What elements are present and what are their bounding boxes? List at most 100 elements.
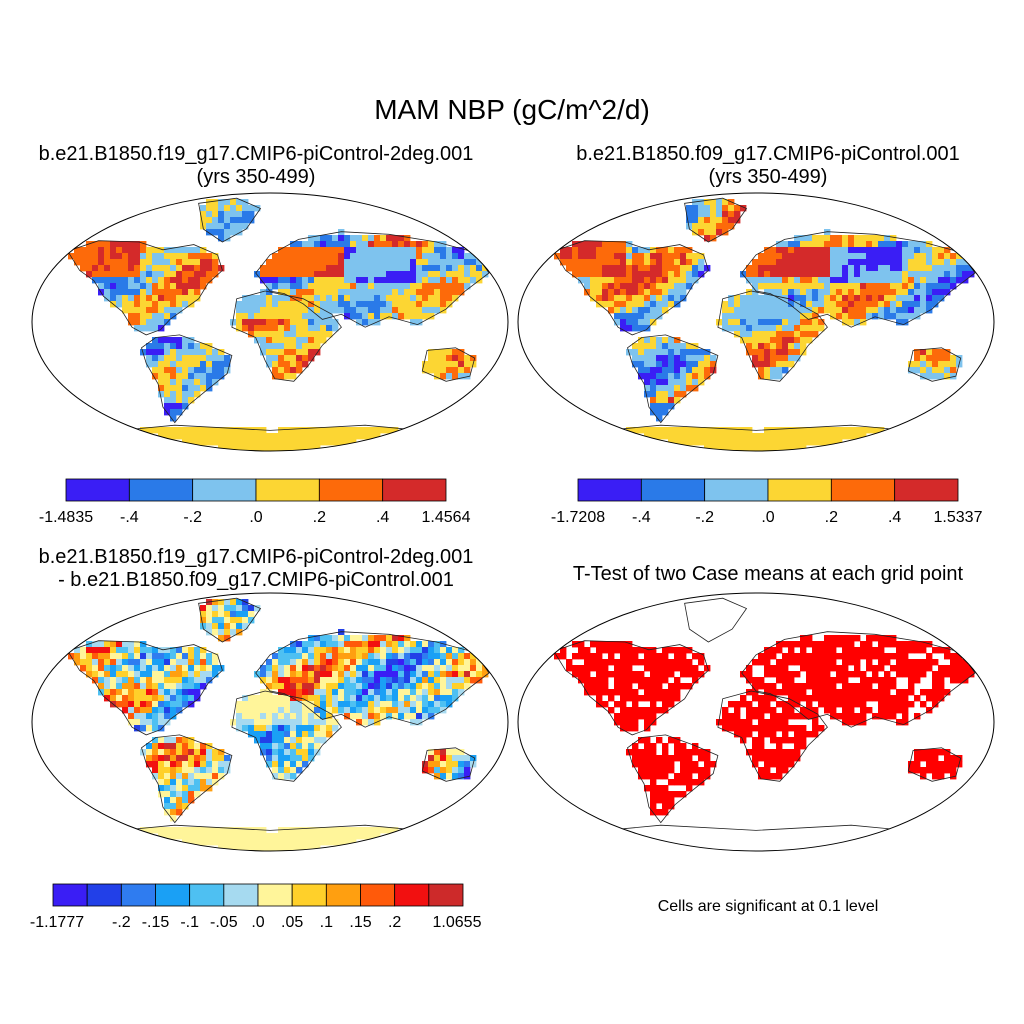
coastline-south-america (627, 734, 719, 824)
colorbar-tick-label: .2 (388, 914, 401, 931)
colorbar-swatch (394, 883, 430, 907)
grid-cells (554, 635, 975, 816)
map-panel-2 (517, 192, 995, 452)
colorbar-tick-label: -.2 (112, 914, 131, 931)
colorbar-swatch (257, 883, 293, 907)
colorbar-tick-label: -1.1777 (30, 914, 84, 931)
colorbar-tick-label: -.2 (183, 509, 202, 526)
coastline-south-america (627, 334, 719, 424)
colorbar-swatch (192, 478, 257, 502)
coastline-greenland (198, 597, 262, 643)
coastline-eurasia (255, 631, 490, 728)
colorbar-swatch (155, 883, 191, 907)
map-panel-4 (517, 592, 995, 852)
coastline-eurasia (255, 231, 490, 328)
coastline-australia (421, 747, 476, 782)
coastline-north-america (553, 640, 709, 736)
coastline-africa (231, 290, 342, 382)
coastline-australia (907, 347, 962, 382)
colorbar-swatch (128, 478, 194, 502)
colorbar-swatch (223, 883, 259, 907)
coastline-australia (907, 747, 962, 782)
colorbar-tick-label: -1.7208 (551, 509, 605, 526)
map-frame (31, 592, 509, 852)
coastline-north-america (67, 240, 223, 336)
colorbar-tick-label: .4 (888, 509, 901, 526)
colorbar-tick-label: -.2 (695, 509, 714, 526)
panel-1-title-line1: b.e21.B1850.f19_g17.CMIP6-piControl-2deg… (38, 143, 474, 165)
colorbar-swatch (255, 478, 320, 502)
coastline-africa (717, 690, 828, 782)
colorbar-tick-label: .2 (313, 509, 326, 526)
colorbar-tick-label: .0 (249, 509, 262, 526)
panel-4-title: T-Test of two Case means at each grid po… (572, 563, 964, 585)
map-frame (31, 192, 509, 452)
panel-1-title: b.e21.B1850.f19_g17.CMIP6-piControl-2deg… (0, 143, 512, 189)
ocean-background (518, 593, 994, 851)
grid-cells (68, 599, 489, 851)
colorbar-swatch (830, 478, 896, 502)
colorbar-swatch (325, 883, 361, 907)
colorbar-swatch (318, 478, 384, 502)
colorbar-tick-label: .0 (761, 509, 774, 526)
panel-3-title-line2: - b.e21.B1850.f09_g17.CMIP6-piControl.00… (58, 569, 454, 591)
colorbar-panel-1: -1.4835 -.4 -.2 .0 .2 .4 1.4564 (39, 478, 471, 526)
coastline-north-america (553, 240, 709, 336)
coastline-australia (421, 347, 476, 382)
colorbar-tick-label: -.4 (632, 509, 651, 526)
coastline-eurasia (741, 231, 976, 328)
coastline-greenland (684, 197, 748, 243)
panel-2-title-line1: b.e21.B1850.f09_g17.CMIP6-piControl.001 (576, 143, 960, 165)
colorbar-swatch (65, 478, 130, 502)
colorbar-tick-label: -.15 (142, 914, 170, 931)
colorbar-tick-label: -.05 (210, 914, 238, 931)
map-frame (517, 592, 995, 852)
colorbar-tick-label: 1.0655 (433, 914, 482, 931)
colorbar-swatch (382, 478, 447, 502)
colorbar-tick-label: .0 (251, 914, 264, 931)
colorbar-tick-label: .05 (281, 914, 303, 931)
coastline-africa (231, 690, 342, 782)
colorbar-swatch (120, 883, 156, 907)
colorbar-swatch (704, 478, 769, 502)
grid-cells (68, 199, 489, 451)
coastline-north-america (67, 640, 223, 736)
colorbar-tick-label: -.1 (180, 914, 199, 931)
colorbar-tick-label: 1.5337 (934, 509, 983, 526)
panel-2-title: b.e21.B1850.f09_g17.CMIP6-piControl.001 … (512, 143, 1024, 189)
colorbar-swatch (767, 478, 832, 502)
colorbar-tick-label: -1.4835 (39, 509, 93, 526)
main-title: MAM NBP (gC/m^2/d) (374, 94, 650, 125)
map-frame (517, 192, 995, 452)
colorbar-swatch (52, 883, 88, 907)
coastline-greenland (198, 197, 262, 243)
colorbar-swatch (894, 478, 959, 502)
coastline-africa (717, 290, 828, 382)
colorbar-tick-label: .1 (320, 914, 333, 931)
coastline-greenland (684, 597, 748, 643)
colorbar-tick-label: 1.4564 (422, 509, 471, 526)
colorbar-tick-label: .15 (349, 914, 371, 931)
colorbar-swatch (189, 883, 225, 907)
coastline-south-america (141, 734, 233, 824)
colorbar-swatch (640, 478, 706, 502)
panel-2-title-line2: (yrs 350-499) (708, 166, 828, 188)
map-panel-1 (31, 192, 509, 452)
colorbar-panel-2: -1.7208 -.4 -.2 .0 .2 .4 1.5337 (551, 478, 983, 526)
panel-4-significance-note: Cells are significant at 0.1 level (657, 898, 879, 915)
colorbar-tick-label: .2 (825, 509, 838, 526)
colorbar-tick-label: -.4 (120, 509, 139, 526)
colorbar-swatch (86, 883, 122, 907)
colorbar-swatch (291, 883, 327, 907)
panel-3-title-line1: b.e21.B1850.f19_g17.CMIP6-piControl-2deg… (38, 546, 474, 568)
colorbar-swatch (577, 478, 642, 502)
coastline-eurasia (741, 631, 976, 728)
panel-1-title-line2: (yrs 350-499) (196, 166, 316, 188)
coastline-south-america (141, 334, 233, 424)
panel-3-title: b.e21.B1850.f19_g17.CMIP6-piControl-2deg… (0, 546, 512, 592)
colorbar-panel-3: -1.1777 -.2 -.15 -.1 -.05 .0 .05 .1 .15 .2 1.0655 (30, 883, 482, 931)
colorbar-swatch (360, 883, 396, 907)
map-panel-3 (31, 592, 509, 852)
colorbar-tick-label: .4 (376, 509, 389, 526)
